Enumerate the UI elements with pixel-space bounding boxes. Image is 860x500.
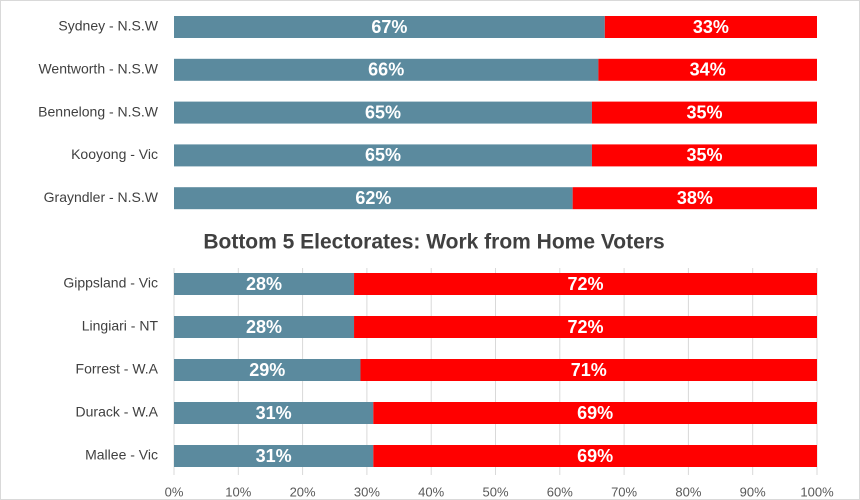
bar [174,101,592,124]
x-tick-label: 20% [290,484,316,499]
bar [174,187,573,210]
y-tick-label: Wentworth - N.S.W [38,61,158,77]
x-tick-label: 30% [354,484,380,499]
x-tick-label: 50% [482,484,508,499]
bar [174,273,355,295]
x-tick-label: 40% [418,484,444,499]
bar [174,16,605,38]
data-label: 72% [568,274,604,294]
y-tick-label: Gippsland - Vic [63,275,158,291]
data-label: 67% [371,17,407,37]
x-tick-label: 100% [800,484,834,499]
bar [598,58,817,81]
y-tick-label: Bennelong - N.S.W [38,103,159,119]
bar [604,16,817,38]
data-label: 29% [249,360,285,380]
data-label: 34% [690,60,726,80]
bar [373,402,817,424]
data-label: 28% [246,274,282,294]
x-tick-label: 90% [740,484,766,499]
bar [174,359,361,381]
bar [174,445,374,467]
bar [174,144,592,167]
x-tick-label: 80% [675,484,701,499]
data-label: 31% [256,403,292,423]
bar [572,187,817,210]
bar [354,316,817,338]
data-label: 69% [577,446,613,466]
y-tick-label: Grayndler - N.S.W [44,189,159,205]
y-tick-label: Kooyong - Vic [71,146,158,162]
bar [360,359,817,381]
data-label: 65% [365,145,401,165]
bar [591,144,817,167]
data-label: 72% [568,317,604,337]
y-tick-label: Lingiari - NT [82,318,159,334]
bar [591,101,817,124]
x-tick-label: 60% [547,484,573,499]
data-label: 65% [365,102,401,122]
y-tick-label: Sydney - N.S.W [58,18,158,34]
data-label: 69% [577,403,613,423]
y-tick-label: Mallee - Vic [85,447,158,463]
chart-title: Bottom 5 Electorates: Work from Home Vot… [203,231,664,254]
bar [174,316,355,338]
bar [354,273,817,295]
data-label: 35% [686,102,722,122]
data-label: 66% [368,60,404,80]
x-tick-label: 0% [165,484,184,499]
y-tick-label: Forrest - W.A [76,361,159,377]
data-label: 62% [355,188,391,208]
bar [174,58,599,81]
data-label: 35% [686,145,722,165]
bar [373,445,817,467]
data-label: 31% [256,446,292,466]
x-tick-label: 10% [225,484,251,499]
data-label: 28% [246,317,282,337]
data-label: 33% [693,17,729,37]
x-tick-label: 70% [611,484,637,499]
data-label: 71% [571,360,607,380]
y-tick-label: Durack - W.A [76,404,159,420]
data-label: 38% [677,188,713,208]
bar [174,402,374,424]
